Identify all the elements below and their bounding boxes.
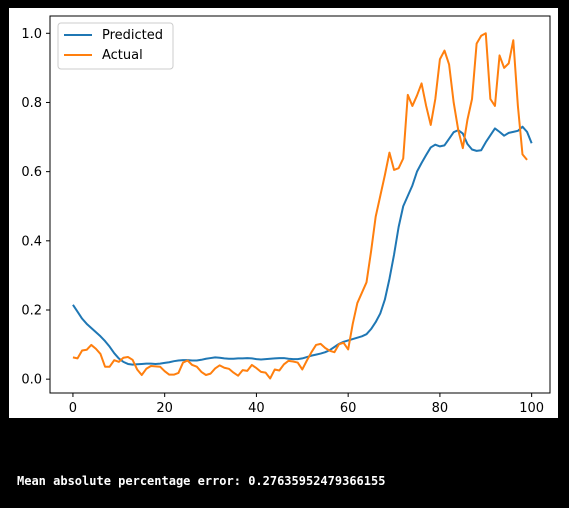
x-axis: 0 20 40 60 80 100 bbox=[69, 393, 544, 416]
x-tick-label: 60 bbox=[340, 401, 357, 416]
x-tick-label: 0 bbox=[69, 401, 77, 416]
x-tick-label: 20 bbox=[156, 401, 173, 416]
series-lines bbox=[72, 32, 533, 380]
y-tick-label: 0.4 bbox=[21, 234, 42, 249]
legend-label-predicted: Predicted bbox=[102, 28, 163, 43]
y-tick-label: 0.0 bbox=[21, 373, 42, 388]
axes-frame bbox=[49, 15, 551, 394]
chart-figure: 0 20 40 60 80 100 0.0 0.2 0.4 0.6 0.8 1.0 Predicte… bbox=[9, 8, 558, 418]
y-tick-label: 0.6 bbox=[21, 165, 42, 180]
console-output: Mean absolute percentage error: 0.276359… bbox=[17, 474, 386, 488]
series-line-actual bbox=[72, 32, 528, 380]
y-tick-label: 0.8 bbox=[21, 96, 42, 111]
y-axis: 0.0 0.2 0.4 0.6 0.8 1.0 bbox=[21, 27, 50, 388]
legend: Predicted Actual bbox=[57, 22, 174, 70]
series-line-predicted bbox=[72, 125, 533, 366]
line-chart: 0 20 40 60 80 100 0.0 0.2 0.4 0.6 0.8 1.0 Predicte… bbox=[21, 15, 551, 416]
x-tick-label: 80 bbox=[432, 401, 449, 416]
x-tick-label: 40 bbox=[248, 401, 265, 416]
x-tick-label: 100 bbox=[519, 401, 544, 416]
y-tick-label: 1.0 bbox=[21, 27, 42, 42]
legend-label-actual: Actual bbox=[102, 48, 143, 63]
y-tick-label: 0.2 bbox=[21, 303, 42, 318]
